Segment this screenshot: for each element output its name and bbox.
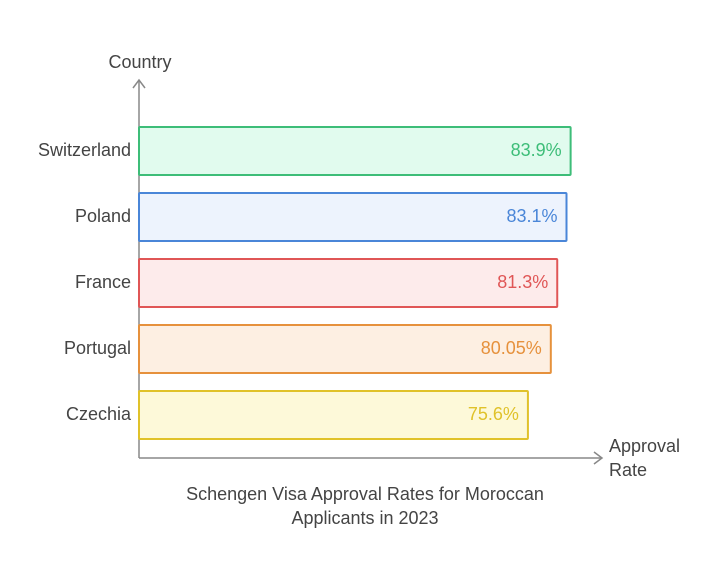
y-tick-label: Portugal (64, 338, 131, 358)
y-tick-label: Switzerland (38, 140, 131, 160)
bar (138, 258, 559, 308)
data-label: 80.05% (481, 338, 542, 358)
bar (138, 324, 552, 374)
y-tick-label: Czechia (66, 404, 132, 424)
bar (138, 390, 529, 440)
data-label: 83.1% (506, 206, 557, 226)
x-axis-label: Approval Rate (609, 436, 681, 480)
y-axis-label: Country (108, 52, 172, 72)
data-label: 83.9% (511, 140, 562, 160)
data-label: 81.3% (497, 272, 548, 292)
bar (138, 126, 572, 176)
y-tick-label: Poland (75, 206, 131, 226)
x-axis (139, 451, 604, 465)
chart-title: Schengen Visa Approval Rates for Morocca… (186, 484, 544, 528)
data-label: 75.6% (468, 404, 519, 424)
y-tick-label: France (75, 272, 131, 292)
bar (138, 192, 568, 242)
